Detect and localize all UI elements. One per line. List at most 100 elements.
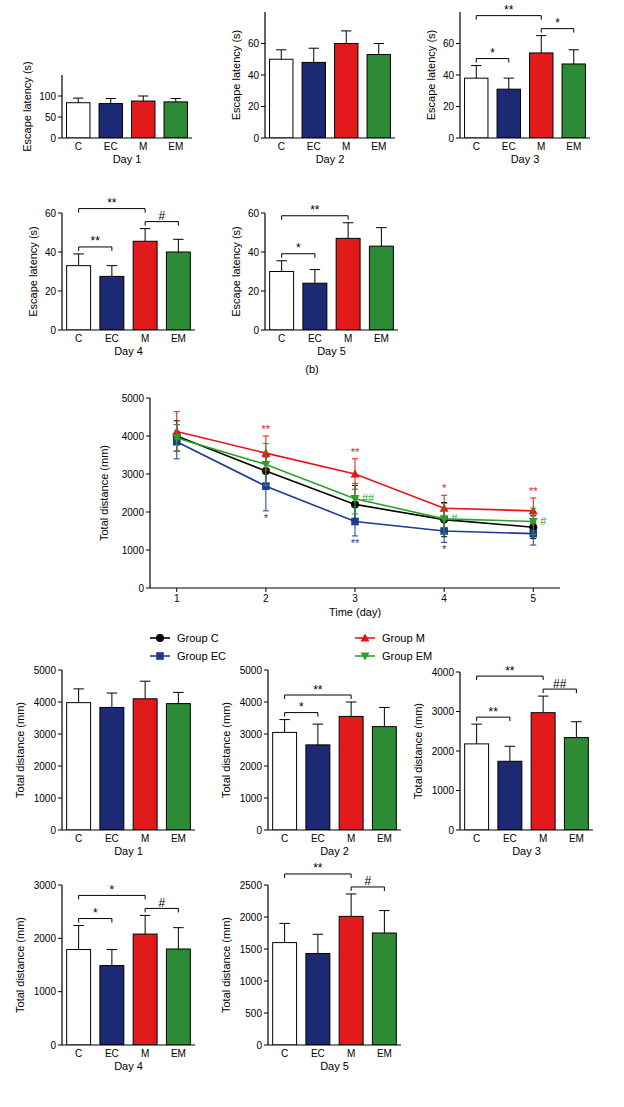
error-cap <box>352 458 358 459</box>
legend-item: Group C <box>150 632 219 644</box>
y-tick <box>146 550 150 551</box>
error-cap <box>174 424 180 425</box>
y-tick <box>264 949 268 950</box>
bar <box>273 732 297 830</box>
x-tick <box>444 588 445 592</box>
x-axis-label: Day 2 <box>316 153 345 165</box>
y-tick-label: 3000 <box>240 729 263 740</box>
y-axis-label: Total distance (mm) <box>412 703 424 799</box>
category-label: C <box>281 1048 288 1059</box>
bar <box>531 713 555 830</box>
point <box>172 434 181 442</box>
error-cap <box>107 265 118 266</box>
bar <box>67 703 91 830</box>
y-axis <box>267 670 268 830</box>
y-tick-label: 4000 <box>34 697 57 708</box>
bar-panel: CECMEMDay 20204060Escape latency (s) <box>230 12 395 165</box>
x-axis-label: Day 1 <box>113 153 142 165</box>
error-bar <box>313 934 324 953</box>
bar-panel: CECMEMDay 505001000150020002500Total dis… <box>220 861 401 1072</box>
error-line <box>178 239 179 252</box>
y-tick <box>58 885 62 886</box>
y-axis <box>61 75 62 138</box>
error-cap <box>471 724 482 725</box>
error-line <box>145 681 146 699</box>
x-tick <box>265 588 266 592</box>
series-line <box>177 438 534 522</box>
category-label: EM <box>371 141 386 152</box>
y-tick-label: 20 <box>45 286 57 297</box>
x-axis-label: Day 4 <box>114 1060 143 1072</box>
error-line <box>384 911 385 933</box>
x-axis-label: Day 4 <box>114 345 143 357</box>
bar <box>133 241 157 330</box>
y-axis-label: Total distance (mm) <box>220 917 232 1013</box>
y-tick <box>264 734 268 735</box>
bar <box>166 949 190 1045</box>
y-tick-label: 1000 <box>240 976 263 987</box>
y-axis-label: Escape latency (s) <box>230 226 242 316</box>
y-tick <box>58 766 62 767</box>
legend: Group CGroup ECGroup MGroup EM <box>150 632 432 662</box>
y-tick-label: 0 <box>50 325 56 336</box>
error-cap <box>571 721 582 722</box>
x-axis <box>62 829 195 830</box>
series-line <box>177 431 534 510</box>
category-label: EM <box>569 833 584 844</box>
error-line <box>313 48 314 62</box>
significance-label: ** <box>351 537 360 549</box>
significance-label: # <box>364 874 371 888</box>
significance-label: ** <box>91 234 101 248</box>
y-tick-label: 1000 <box>34 986 57 997</box>
error-bar <box>107 950 118 966</box>
bar <box>372 933 396 1045</box>
y-tick-label: 5000 <box>122 393 145 404</box>
y-tick-label: 3000 <box>122 469 145 480</box>
legend-label: Group EM <box>382 650 432 662</box>
error-cap <box>263 436 269 437</box>
error-cap <box>174 451 180 452</box>
error-line <box>317 724 318 745</box>
legend-label: Group M <box>382 632 425 644</box>
y-tick-label: 0 <box>50 133 56 144</box>
y-tick <box>264 670 268 671</box>
y-tick <box>261 106 265 107</box>
error-line <box>175 99 176 102</box>
error-line <box>111 950 112 966</box>
x-axis-label: Time (day) <box>329 606 381 618</box>
bar <box>100 276 124 330</box>
bar <box>306 745 330 830</box>
y-tick <box>264 917 268 918</box>
category-label: M <box>347 833 355 844</box>
bar <box>530 53 553 138</box>
error-cap <box>140 915 151 916</box>
y-tick <box>146 512 150 513</box>
bar <box>273 943 297 1045</box>
y-axis-label: Escape latency (s) <box>27 226 39 316</box>
series-line <box>177 436 534 527</box>
error-cap <box>309 48 319 49</box>
category-label: M <box>537 141 545 152</box>
y-tick <box>456 43 460 44</box>
error-cap <box>504 78 514 79</box>
error-cap <box>263 485 269 486</box>
y-tick-label: 2000 <box>432 746 455 757</box>
bar <box>564 738 588 830</box>
y-tick <box>264 1013 268 1014</box>
error-bar <box>171 99 181 102</box>
bar <box>372 727 396 830</box>
y-tick-label: 0 <box>253 133 259 144</box>
line-panel: 12345Time (day)010002000300040005000Tota… <box>98 393 560 663</box>
error-cap <box>346 893 357 894</box>
category-label: EC <box>105 833 119 844</box>
error-line <box>476 66 477 79</box>
error-cap <box>313 724 324 725</box>
bar <box>166 252 190 330</box>
error-cap <box>374 43 384 44</box>
category-label: M <box>141 333 149 344</box>
error-bar <box>276 261 287 272</box>
error-bar <box>279 720 290 733</box>
significance-label: ** <box>505 664 515 678</box>
significance-label: ** <box>504 3 514 17</box>
error-cap <box>73 925 84 926</box>
